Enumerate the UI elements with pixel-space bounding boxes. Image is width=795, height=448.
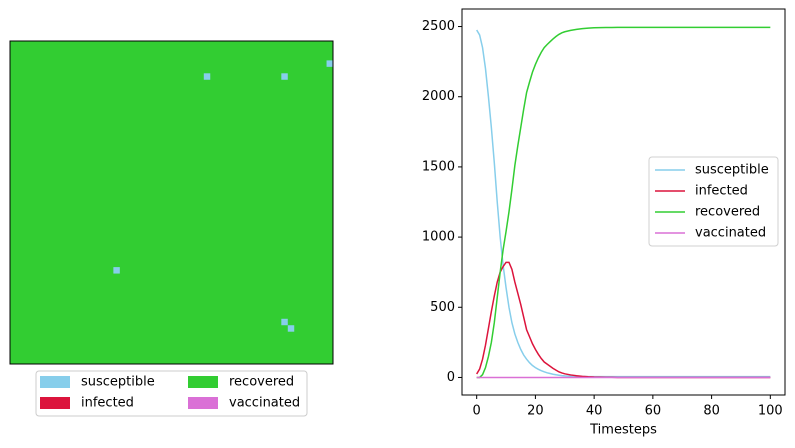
- legend-label: recovered: [695, 205, 760, 220]
- x-tick-label: 0: [473, 404, 481, 419]
- legend-label: vaccinated: [695, 226, 766, 241]
- x-tick-label: 40: [586, 404, 603, 419]
- grid-cell: [113, 267, 120, 274]
- legend-patch: [188, 397, 218, 409]
- legend-label: recovered: [229, 375, 294, 390]
- grid-cell: [287, 325, 295, 332]
- x-tick-label: 80: [703, 404, 720, 419]
- y-tick-label: 1500: [422, 159, 455, 174]
- line-series: [476, 261, 771, 379]
- y-tick-label: 2500: [422, 19, 455, 34]
- grid-cell: [203, 73, 211, 80]
- plot-frame: [461, 8, 786, 396]
- legend-patch: [188, 376, 218, 388]
- legend-box: [35, 370, 308, 417]
- legend-label: susceptible: [695, 163, 769, 178]
- legend-label: susceptible: [81, 375, 155, 390]
- x-tick-label: 20: [527, 404, 544, 419]
- legend-box: [648, 156, 779, 247]
- x-tick-label: 60: [645, 404, 662, 419]
- y-tick-label: 2000: [422, 89, 455, 104]
- x-axis-label: Timesteps: [589, 423, 657, 438]
- y-tick-label: 0: [447, 370, 455, 385]
- legend-label: vaccinated: [229, 396, 300, 411]
- y-tick-label: 500: [430, 300, 455, 315]
- legend-patch: [40, 397, 70, 409]
- y-tick-label: 1000: [422, 230, 455, 245]
- legend-patch: [40, 376, 70, 388]
- grid-cell: [281, 73, 288, 80]
- grid-frame: [9, 40, 334, 365]
- grid-background: [10, 41, 333, 364]
- x-tick-label: 100: [758, 404, 783, 419]
- grid-cell: [326, 60, 333, 67]
- legend-label: infected: [695, 184, 748, 199]
- grid-cell: [281, 318, 288, 326]
- legend-label: infected: [81, 396, 134, 411]
- line-series: [476, 26, 771, 379]
